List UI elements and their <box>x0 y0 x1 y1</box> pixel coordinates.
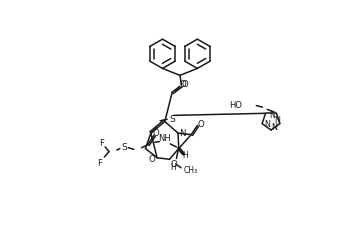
Text: N: N <box>271 122 277 131</box>
Text: HO: HO <box>230 100 242 109</box>
Text: N: N <box>274 116 280 125</box>
Text: O: O <box>180 80 186 89</box>
Text: O: O <box>182 80 189 89</box>
Text: S: S <box>121 143 127 152</box>
Text: CH₃: CH₃ <box>183 165 198 174</box>
Text: O: O <box>148 154 155 163</box>
Text: S: S <box>169 115 175 123</box>
Text: F: F <box>99 138 104 147</box>
Text: O: O <box>197 120 204 129</box>
Text: H: H <box>182 151 188 159</box>
Text: O: O <box>171 159 178 168</box>
Text: NH: NH <box>158 134 171 143</box>
Text: N: N <box>269 111 275 120</box>
Text: F: F <box>97 158 102 167</box>
Text: N: N <box>264 120 270 129</box>
Text: O: O <box>153 128 160 137</box>
Text: N: N <box>179 128 185 137</box>
Text: H: H <box>171 162 176 171</box>
